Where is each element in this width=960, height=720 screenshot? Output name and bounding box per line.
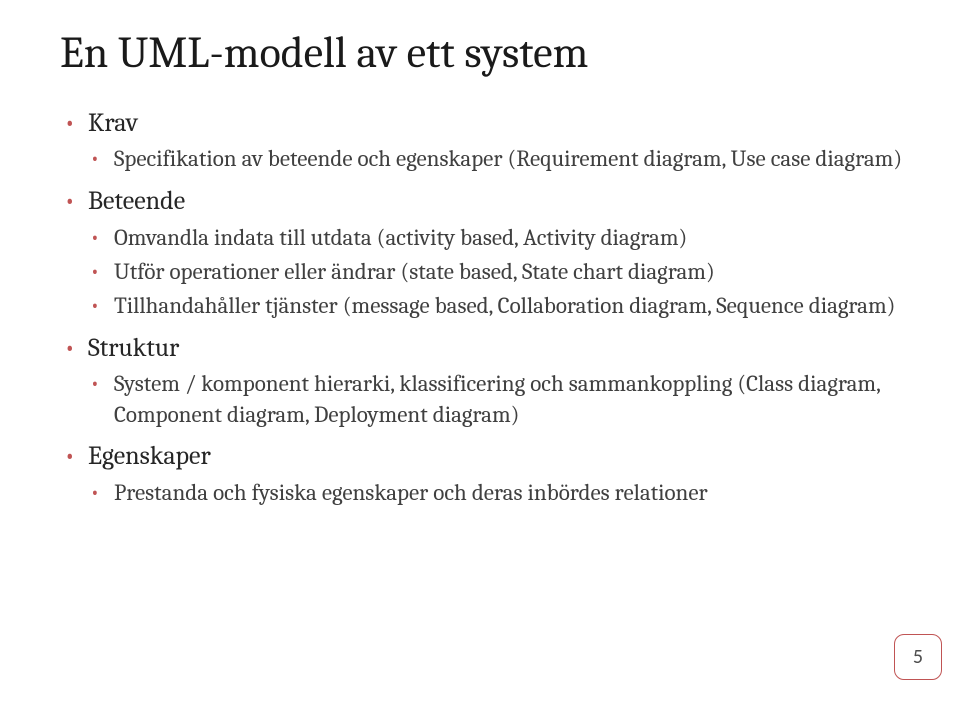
slide: En UML-modell av ett system Krav Specifi… [0,0,960,720]
bullet-struktur: Struktur System / komponent hierarki, kl… [60,332,910,431]
bullet-list-level2: System / komponent hierarki, klassificer… [88,369,910,430]
bullet-label: Beteende [88,186,185,216]
bullet-sub: System / komponent hierarki, klassificer… [88,369,910,430]
bullet-egenskaper: Egenskaper Prestanda och fysiska egenska… [60,440,910,508]
bullet-label: Egenskaper [88,441,211,471]
bullet-sub: Specifikation av beteende och egenskaper… [88,144,910,174]
bullet-list-level2: Prestanda och fysiska egenskaper och der… [88,478,910,508]
bullet-sub: Prestanda och fysiska egenskaper och der… [88,478,910,508]
bullet-label: Struktur [88,333,179,363]
bullet-label: Krav [88,108,138,138]
bullet-list-level2: Omvandla indata till utdata (activity ba… [88,223,910,322]
page-number: 5 [894,634,942,680]
bullet-krav: Krav Specifikation av beteende och egens… [60,107,910,175]
bullet-list-level2: Specifikation av beteende och egenskaper… [88,144,910,174]
bullet-sub: Omvandla indata till utdata (activity ba… [88,223,910,253]
bullet-sub: Tillhandahåller tjänster (message based,… [88,291,910,321]
bullet-sub: Utför operationer eller ändrar (state ba… [88,257,910,287]
slide-title: En UML-modell av ett system [60,28,910,79]
bullet-beteende: Beteende Omvandla indata till utdata (ac… [60,185,910,322]
bullet-list-level1: Krav Specifikation av beteende och egens… [60,107,910,509]
